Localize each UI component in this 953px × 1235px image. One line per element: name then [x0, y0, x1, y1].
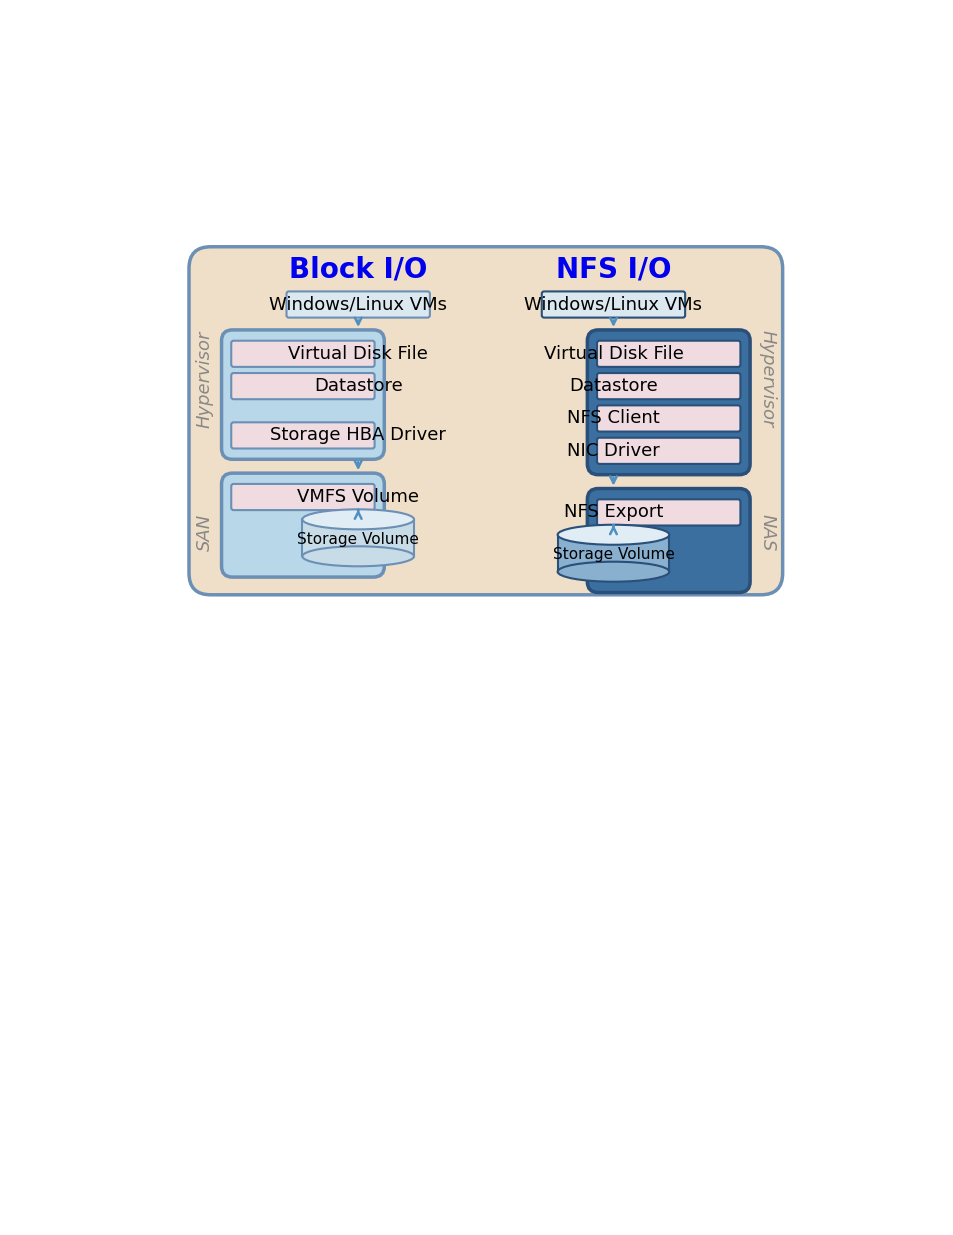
Text: VMFS Volume: VMFS Volume	[297, 488, 418, 506]
FancyBboxPatch shape	[231, 373, 375, 399]
FancyBboxPatch shape	[221, 330, 384, 459]
FancyBboxPatch shape	[597, 437, 740, 464]
Text: NFS Export: NFS Export	[563, 504, 662, 521]
Text: Virtual Disk File: Virtual Disk File	[543, 345, 682, 363]
Text: Virtual Disk File: Virtual Disk File	[288, 345, 428, 363]
FancyBboxPatch shape	[597, 499, 740, 526]
Text: NFS I/O: NFS I/O	[556, 256, 671, 284]
Text: NIC Driver: NIC Driver	[566, 442, 659, 459]
Polygon shape	[558, 535, 669, 572]
Text: Storage Volume: Storage Volume	[552, 547, 674, 562]
Text: NAS: NAS	[758, 514, 776, 551]
FancyBboxPatch shape	[541, 291, 684, 317]
FancyBboxPatch shape	[231, 484, 375, 510]
Ellipse shape	[302, 509, 414, 530]
Text: Windows/Linux VMs: Windows/Linux VMs	[524, 295, 701, 314]
Text: SAN: SAN	[195, 514, 213, 551]
FancyBboxPatch shape	[231, 341, 375, 367]
FancyBboxPatch shape	[597, 405, 740, 431]
Text: Storage HBA Driver: Storage HBA Driver	[270, 426, 446, 445]
Ellipse shape	[558, 525, 669, 545]
FancyBboxPatch shape	[587, 330, 749, 474]
Text: Storage Volume: Storage Volume	[297, 532, 418, 547]
FancyBboxPatch shape	[597, 373, 740, 399]
Ellipse shape	[302, 546, 414, 567]
Polygon shape	[302, 520, 414, 556]
Text: Windows/Linux VMs: Windows/Linux VMs	[269, 295, 447, 314]
Text: Datastore: Datastore	[569, 377, 658, 395]
Text: Hypervisor: Hypervisor	[758, 330, 776, 427]
Text: Hypervisor: Hypervisor	[195, 330, 213, 427]
FancyBboxPatch shape	[231, 422, 375, 448]
Text: Block I/O: Block I/O	[289, 256, 427, 284]
Text: Datastore: Datastore	[314, 377, 402, 395]
FancyBboxPatch shape	[587, 489, 749, 593]
FancyBboxPatch shape	[597, 341, 740, 367]
Text: NFS Client: NFS Client	[566, 410, 659, 427]
FancyBboxPatch shape	[189, 247, 781, 595]
Ellipse shape	[558, 562, 669, 582]
FancyBboxPatch shape	[221, 473, 384, 577]
FancyBboxPatch shape	[286, 291, 430, 317]
